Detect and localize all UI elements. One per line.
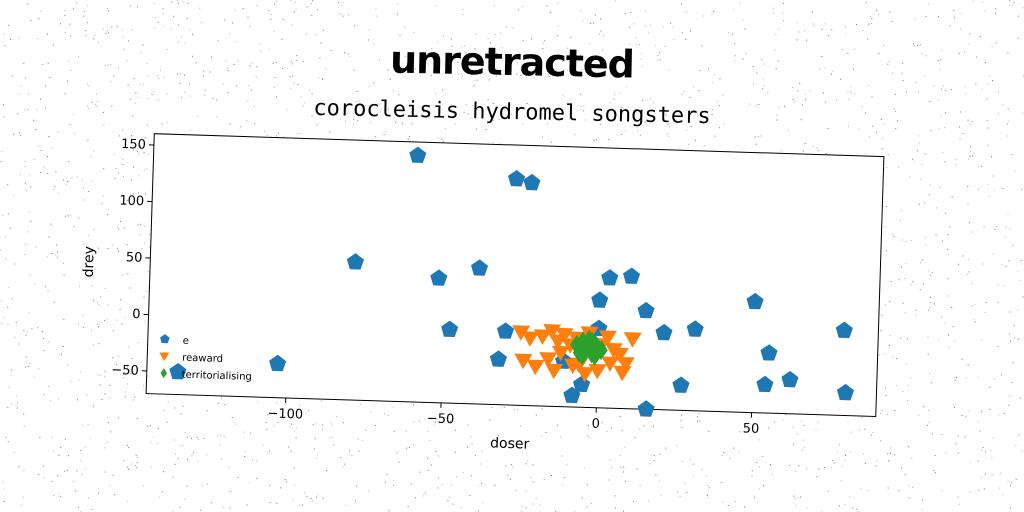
data-point-e — [470, 259, 489, 276]
y-tick-label: 100 — [119, 193, 144, 209]
data-point-e — [591, 291, 609, 308]
data-point-e — [655, 323, 673, 341]
data-point-e — [637, 301, 655, 319]
data-point-territorialising — [588, 345, 602, 366]
data-point-e — [637, 400, 655, 417]
data-point-e — [686, 320, 704, 337]
data-point-e — [497, 322, 515, 339]
legend: e reaward territorialising — [159, 334, 252, 383]
data-point-e — [409, 146, 427, 163]
data-point-e — [672, 376, 690, 393]
data-point-e — [835, 321, 853, 339]
data-point-e — [441, 320, 459, 338]
data-point-e — [269, 354, 287, 372]
data-point-reaward — [613, 365, 632, 382]
legend-label: territorialising — [182, 370, 252, 383]
data-point-reaward — [512, 325, 531, 341]
data-point-reaward — [514, 353, 533, 370]
data-point-e — [430, 269, 448, 286]
y-tick-label: −50 — [111, 363, 139, 379]
legend-marker-e — [160, 334, 170, 344]
legend-label: e — [183, 336, 189, 347]
data-point-reaward — [545, 363, 564, 380]
data-point-e — [746, 292, 764, 310]
y-tick-label: 150 — [121, 137, 146, 153]
y-tick-label: 0 — [132, 307, 141, 322]
data-point-e — [523, 173, 541, 191]
x-axis-label: doser — [490, 435, 530, 452]
data-point-reaward — [576, 366, 595, 383]
data-point-reaward — [588, 363, 607, 380]
data-point-territorialising — [585, 331, 599, 352]
data-point-reaward — [616, 356, 635, 373]
axes-frame — [145, 133, 885, 418]
data-point-e — [346, 253, 365, 270]
data-point-reaward — [601, 356, 620, 372]
data-point-e — [836, 383, 855, 401]
x-tick-label: −100 — [267, 406, 303, 422]
data-point-territorialising — [572, 342, 586, 363]
data-point-e — [623, 267, 641, 284]
data-point-reaward — [623, 332, 642, 348]
data-point-reaward — [610, 347, 629, 364]
x-tick-label: 50 — [743, 421, 760, 437]
data-point-e — [169, 362, 187, 380]
data-point-reaward — [533, 329, 552, 345]
x-tick-label: 0 — [591, 417, 600, 432]
data-point-e — [601, 269, 619, 286]
data-point-e — [489, 350, 508, 367]
legend-label: reaward — [182, 353, 223, 365]
y-tick-label: 50 — [126, 250, 143, 266]
legend-marker-reaward — [159, 352, 170, 362]
legend-marker-territorialising — [160, 368, 168, 379]
data-point-e — [781, 370, 799, 388]
data-point-reaward — [599, 330, 617, 346]
data-point-reaward — [526, 359, 545, 376]
data-point-e — [508, 169, 526, 187]
data-point-reaward — [551, 345, 570, 362]
data-point-reaward — [539, 352, 558, 368]
data-point-e — [760, 344, 778, 361]
x-tick-label: −50 — [427, 411, 455, 427]
y-axis-label: drey — [81, 246, 98, 278]
data-point-reaward — [521, 331, 540, 347]
data-point-e — [756, 375, 774, 393]
